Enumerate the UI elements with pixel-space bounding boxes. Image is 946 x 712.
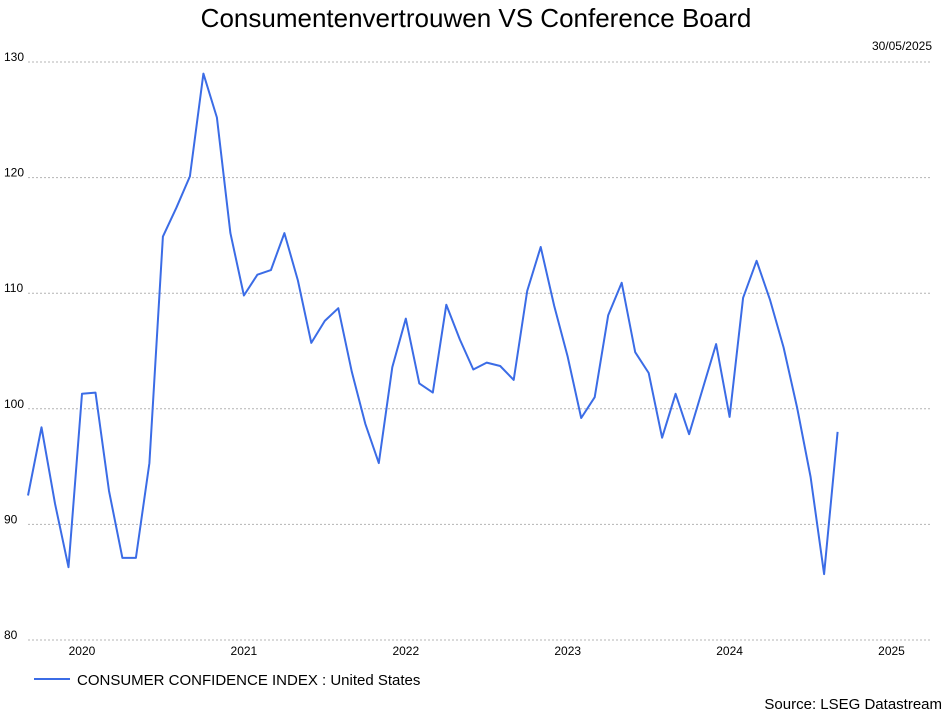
y-tick-label: 110 <box>4 281 23 295</box>
x-tick-label: 2020 <box>69 644 96 658</box>
series-line <box>27 72 839 576</box>
x-tick-label: 2021 <box>231 644 258 658</box>
chart-title: Consumentenvertrouwen VS Conference Boar… <box>201 3 752 33</box>
x-tick-label: 2023 <box>554 644 581 658</box>
y-tick-label: 90 <box>4 512 18 526</box>
y-tick-label: 100 <box>4 397 24 411</box>
chart-date: 30/05/2025 <box>872 39 932 53</box>
x-tick-label: 2024 <box>716 644 743 658</box>
gridlines <box>28 61 932 641</box>
y-axis-ticks: 80 90 100 110 120 130 <box>4 50 24 642</box>
x-axis-ticks: 2020 2021 2022 2023 2024 2025 <box>69 644 906 658</box>
legend-label: CONSUMER CONFIDENCE INDEX : United State… <box>77 672 420 689</box>
y-tick-label: 80 <box>4 628 18 642</box>
y-tick-label: 120 <box>4 166 24 180</box>
x-tick-label: 2025 <box>878 644 905 658</box>
source-note: Source: LSEG Datastream <box>764 696 942 712</box>
series-lines <box>27 72 839 576</box>
y-tick-label: 130 <box>4 50 24 64</box>
legend: CONSUMER CONFIDENCE INDEX : United State… <box>34 672 420 689</box>
x-tick-label: 2022 <box>392 644 419 658</box>
